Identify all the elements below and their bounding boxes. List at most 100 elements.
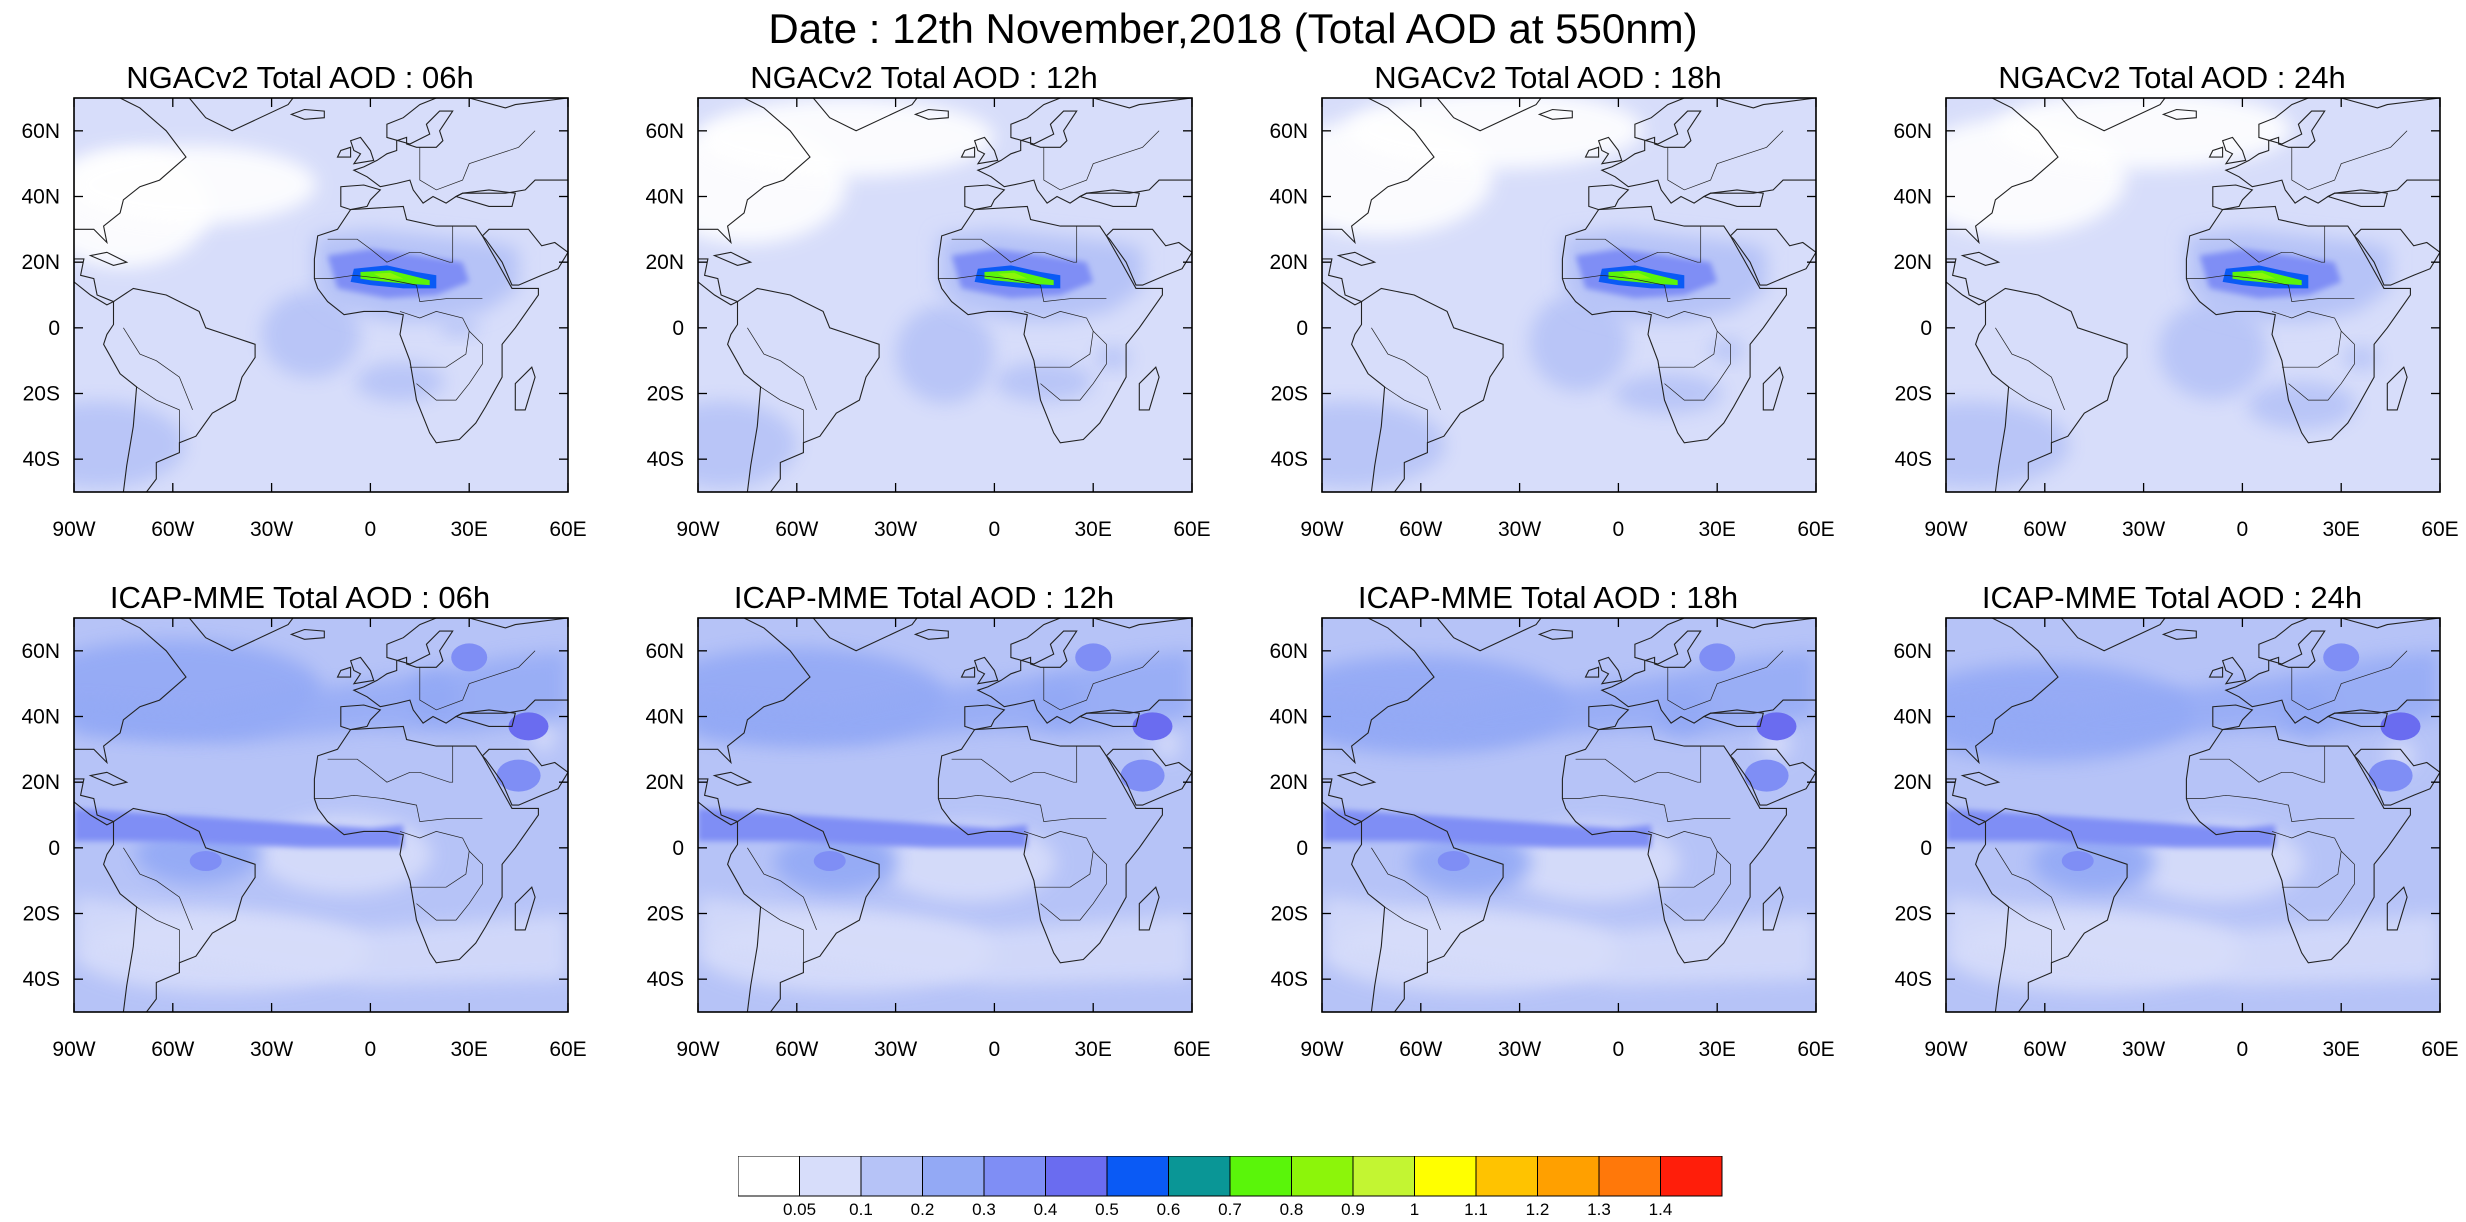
arabia-coastline — [2353, 748, 2440, 806]
aerosol-hotspot — [1437, 850, 1470, 871]
greenland-coastline — [2060, 98, 2166, 132]
lat-tick-label: 40S — [23, 968, 60, 991]
lat-tick-label: 20S — [1271, 383, 1308, 406]
aod-plume — [1613, 373, 1723, 414]
colorbar-label: 0.2 — [911, 1200, 935, 1216]
colorbar-box — [799, 1156, 862, 1197]
arabia-coastline — [1729, 228, 1816, 286]
madagascar-coastline — [514, 366, 536, 411]
lon-tick-label: 60W — [2023, 518, 2066, 541]
country-border — [2291, 130, 2408, 191]
map-panel-ngac-06h: NGACv2 Total AOD : 06h 90W 60W 30W 0 30E 60E 6… — [0, 58, 600, 578]
map-panel-icap-12h: ICAP-MME Total AOD : 12h 90W 60W 30W 0 30E 60… — [624, 578, 1224, 1098]
country-border — [938, 794, 1107, 822]
lat-tick-label: 40N — [645, 706, 684, 729]
lat-tick-label: 20N — [1269, 251, 1308, 274]
map-panel-ngac-24h: NGACv2 Total AOD : 24h 90W 60W 30W 0 30E 60E 6… — [1872, 58, 2466, 578]
lon-tick-label: 0 — [989, 518, 1001, 541]
country-border — [2199, 226, 2326, 263]
lon-tick-label: 90W — [1300, 518, 1343, 541]
coastlines — [698, 98, 1192, 492]
map-panel-ngac-12h: NGACv2 Total AOD : 12h 90W 60W 30W 0 30E 60E 6… — [624, 58, 1224, 578]
ireland-coastline — [2208, 146, 2224, 158]
europe-coastline — [352, 618, 568, 724]
axis-ticks: 90W 60W 30W 0 30E 60E 60N 40N 20N 0 20S 40S — [645, 618, 1211, 1061]
africa-coastline — [1561, 205, 1787, 444]
country-border — [2008, 906, 2052, 963]
panel-title: ICAP-MME Total AOD : 06h — [109, 580, 491, 615]
iberia-coastline — [340, 184, 382, 211]
dust-core — [1621, 272, 1652, 279]
coastlines — [1946, 98, 2440, 492]
map-frame — [1321, 97, 1817, 493]
lon-tick-label: 90W — [1924, 518, 1967, 541]
lon-tick-label: 60E — [2421, 1038, 2458, 1061]
ireland-coastline — [336, 666, 352, 678]
aod-field — [698, 618, 1192, 1012]
lon-tick-label: 30E — [451, 518, 488, 541]
caribbean-coastline — [88, 251, 129, 266]
lon-tick-label: 60E — [549, 518, 586, 541]
map-frame — [697, 97, 1193, 493]
africa-coastline — [937, 725, 1163, 964]
lon-tick-label: 30W — [250, 518, 293, 541]
lon-tick-label: 60W — [1399, 518, 1442, 541]
lon-tick-label: 30E — [451, 1038, 488, 1061]
aod-plume — [2343, 346, 2379, 370]
north-america-coastline — [1322, 618, 1435, 765]
aerosol-hotspot — [2061, 850, 2094, 871]
lat-tick-label: 40S — [1895, 968, 1932, 991]
britain-coastline — [349, 656, 375, 685]
lon-tick-label: 60W — [775, 518, 818, 541]
anatolia-coastline — [2326, 189, 2388, 207]
country-border — [2271, 831, 2342, 888]
aerosol-hotspot — [2380, 712, 2421, 741]
colorbar-label: 1 — [1410, 1200, 1419, 1216]
coastlines — [74, 98, 568, 492]
lon-tick-label: 30W — [1498, 1038, 1541, 1061]
country-border — [1647, 831, 1718, 888]
north-america-coastline — [74, 98, 187, 245]
coastlines — [1322, 618, 1816, 1012]
aod-plume — [74, 401, 186, 489]
aerosol-band — [74, 650, 568, 743]
aod-plume — [994, 361, 1094, 402]
map-frame — [697, 617, 1193, 1013]
country-border — [1371, 327, 1441, 411]
coastlines — [698, 618, 1192, 1012]
aod-field — [1322, 618, 1816, 1012]
britain-coastline — [973, 136, 999, 165]
aod-map: 90W 60W 30W 0 30E 60E 60N 40N 20N 0 20S 40S — [1269, 617, 1835, 1061]
aod-plume — [1709, 338, 1745, 362]
colorbar-label: 0.05 — [783, 1200, 816, 1216]
lon-tick-label: 30W — [1498, 518, 1541, 541]
lat-tick-label: 60N — [1269, 640, 1308, 663]
country-border — [1647, 311, 1718, 368]
arabia-coastline — [2353, 228, 2440, 286]
panel-title: NGACv2 Total AOD : 18h — [1374, 60, 1722, 95]
lat-tick-label: 60N — [1893, 640, 1932, 663]
aod-plume — [698, 98, 995, 177]
lat-tick-label: 60N — [1269, 120, 1308, 143]
colorbar-label: 0.5 — [1095, 1200, 1119, 1216]
colorbar-label: 1.1 — [1464, 1200, 1488, 1216]
greenland-coastline — [812, 98, 918, 132]
arabia-coastline — [481, 748, 568, 806]
greenland-coastline — [812, 618, 918, 652]
colorbar-box — [1106, 1156, 1169, 1197]
country-border — [416, 330, 483, 401]
axis-ticks: 90W 60W 30W 0 30E 60E 60N 40N 20N 0 20S 40S — [645, 98, 1211, 541]
aod-field — [1946, 618, 2440, 1012]
lat-tick-label: 20S — [1271, 903, 1308, 926]
aerosol-band — [1946, 897, 2440, 986]
country-border — [2008, 386, 2052, 443]
africa-coastline — [937, 205, 1163, 444]
country-border — [747, 847, 817, 931]
aerosol-band — [698, 897, 1192, 986]
aod-field — [698, 98, 1192, 492]
lon-tick-label: 30E — [1075, 1038, 1112, 1061]
aod-field — [74, 98, 568, 492]
country-border — [123, 847, 193, 931]
ireland-coastline — [1584, 666, 1600, 678]
iceland-coastline — [913, 108, 949, 120]
